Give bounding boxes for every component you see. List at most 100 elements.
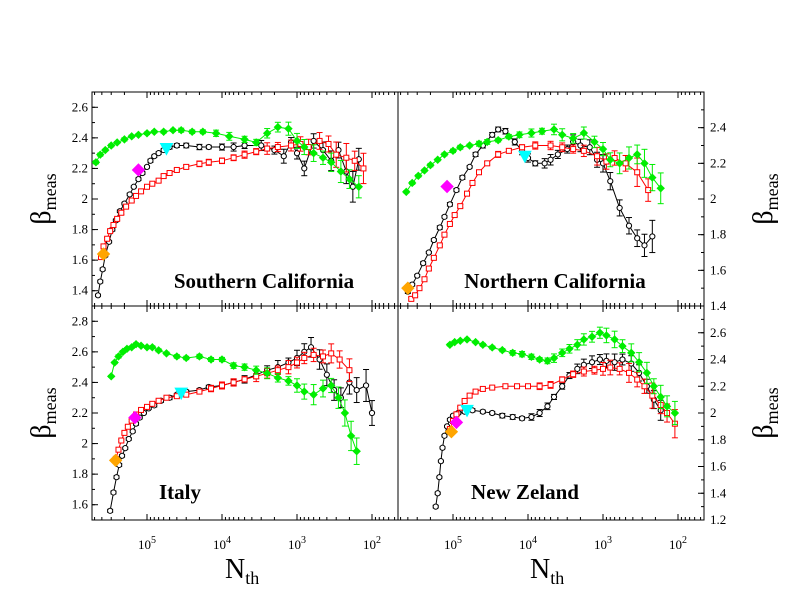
data-point <box>183 163 190 170</box>
tick-group: 1.4 1.6 1.8 2 2.2 2.4 2.6 <box>72 92 396 307</box>
data-point <box>462 335 472 344</box>
data-point <box>107 507 114 514</box>
data-point <box>240 135 249 144</box>
data-point <box>402 187 411 197</box>
data-point <box>634 357 644 367</box>
y-axis-title-left-bottom: βmeas <box>26 387 60 438</box>
data-point <box>570 146 577 153</box>
data-point <box>240 362 249 372</box>
data-point <box>133 192 140 199</box>
data-point <box>489 131 496 138</box>
data-point <box>634 169 641 176</box>
data-point <box>121 429 128 436</box>
data-point <box>292 381 302 390</box>
data-point <box>107 141 116 150</box>
data-point <box>273 373 283 383</box>
data-point <box>602 331 611 340</box>
marker-magenta <box>440 179 454 194</box>
data-point <box>594 153 601 160</box>
series-green <box>445 326 680 426</box>
data-point <box>318 384 328 393</box>
data-point <box>436 224 443 231</box>
data-point <box>294 359 300 366</box>
x-tick-label: 104 <box>213 535 231 552</box>
data-point <box>421 276 428 283</box>
data-point <box>471 337 480 347</box>
data-point <box>437 458 444 465</box>
data-point <box>509 413 516 421</box>
data-point <box>606 155 615 164</box>
series-group <box>92 121 367 299</box>
series-red <box>446 359 678 439</box>
data-point <box>416 285 423 292</box>
data-point <box>301 165 308 172</box>
data-point <box>554 151 561 158</box>
data-point <box>557 348 567 358</box>
data-point <box>641 383 648 390</box>
marker-orange <box>96 247 111 261</box>
data-point <box>309 390 318 399</box>
marker-cyan <box>460 404 474 418</box>
y-tick-label: 2.2 <box>72 405 88 420</box>
data-point <box>619 356 626 363</box>
data-point <box>568 134 578 143</box>
y-tick-label: 2 <box>82 191 89 206</box>
data-point <box>527 352 536 362</box>
data-point <box>590 137 599 147</box>
data-point <box>472 151 479 158</box>
y-tick-label: 2.4 <box>72 130 89 145</box>
series-black <box>107 337 376 514</box>
x-tick-labels-left: 105 104 103 102 <box>138 535 381 552</box>
data-point <box>143 163 151 170</box>
data-point <box>307 344 315 351</box>
data-point <box>469 179 476 186</box>
data-point <box>354 182 364 191</box>
data-point <box>147 157 154 164</box>
data-point <box>525 383 531 390</box>
y-tick-label: 1.6 <box>710 262 727 277</box>
data-point <box>518 415 526 422</box>
data-point <box>634 235 641 242</box>
data-point <box>163 394 170 401</box>
data-point <box>300 142 309 152</box>
series-green <box>107 340 361 465</box>
y-tick-label: 2.4 <box>710 352 727 367</box>
data-point <box>580 368 587 375</box>
data-point <box>155 177 162 184</box>
data-point <box>610 335 619 344</box>
data-point <box>430 236 437 244</box>
data-point <box>537 127 547 136</box>
data-point <box>474 139 484 148</box>
data-point <box>587 332 597 341</box>
data-point <box>96 150 105 159</box>
data-point <box>408 295 415 302</box>
data-point <box>543 356 552 366</box>
data-point <box>176 126 186 135</box>
data-point <box>151 153 158 160</box>
data-point <box>634 376 641 383</box>
panel-title: Northern California <box>464 269 646 293</box>
data-point <box>504 132 514 141</box>
data-point <box>136 341 146 350</box>
y-tick-label: 2.8 <box>72 313 88 328</box>
data-point <box>310 351 317 358</box>
y-tick-label: 1.6 <box>710 459 727 474</box>
marker-orange <box>108 453 123 468</box>
data-point <box>343 154 350 161</box>
x-axis-title-left: Nth <box>225 554 259 588</box>
data-point <box>649 392 656 399</box>
data-point <box>166 170 173 177</box>
y-tick-label: 1.8 <box>710 227 726 242</box>
data-point <box>230 379 237 386</box>
data-point <box>439 444 446 451</box>
y-tick-label: 2.6 <box>72 344 89 359</box>
data-point <box>113 474 120 481</box>
data-point <box>600 365 606 372</box>
series-group <box>401 123 665 302</box>
x-tick-label: 103 <box>594 535 612 552</box>
series-group <box>107 337 376 514</box>
data-point <box>162 349 171 358</box>
data-point <box>498 345 507 355</box>
data-point <box>293 150 301 157</box>
data-point <box>196 388 203 395</box>
